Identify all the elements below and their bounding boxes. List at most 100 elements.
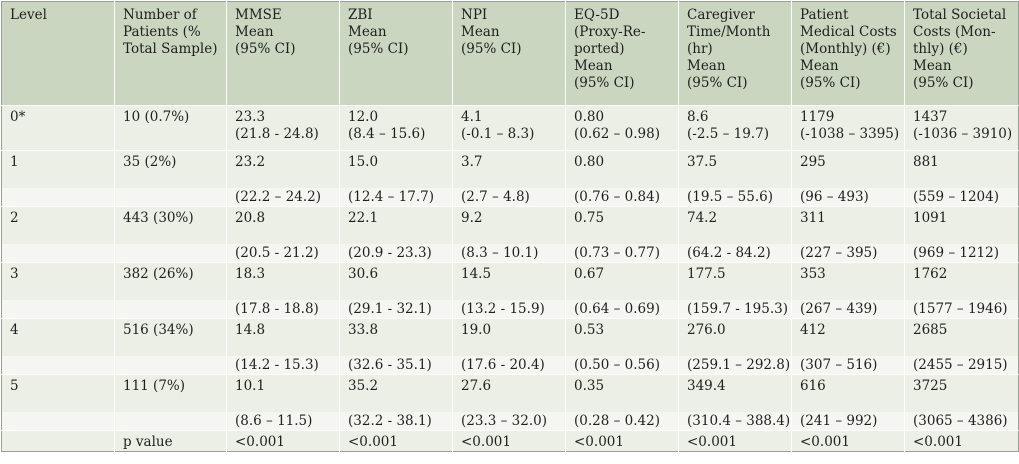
- results-table: Level Number of Patients (% Total Sample) …: [1, 1, 1019, 452]
- medical-ci-cell: (241 – 992): [791, 411, 905, 431]
- societal-p-value: <0.001: [904, 430, 1019, 452]
- npi-p-value: <0.001: [452, 430, 566, 452]
- mmse-mean-cell: 23.2: [226, 150, 340, 188]
- level-cell: 2: [1, 206, 115, 244]
- zbi-ci-cell: (29.1 - 32.1): [339, 299, 453, 319]
- caregiver-mean-cell: 177.5: [678, 262, 792, 300]
- medical-mean-cell: 616: [791, 374, 905, 412]
- caregiver-ci-cell: (259.1 – 292.8): [678, 355, 792, 375]
- medical-mean-cell: 311: [791, 206, 905, 244]
- societal-ci-cell: (2455 – 2915): [913, 356, 1008, 373]
- societal-ci-cell: (559 – 1204): [913, 188, 999, 205]
- header-patients: Number of Patients (% Total Sample): [114, 1, 227, 106]
- eq5d-cell: 0.80 (0.62 – 0.98): [565, 105, 679, 151]
- eq5d-ci-cell: (0.28 – 0.42): [565, 411, 679, 431]
- zbi-mean-cell: 35.2: [339, 374, 453, 412]
- zbi-mean-cell: 33.8: [339, 318, 453, 356]
- zbi-mean-cell: 30.6: [339, 262, 453, 300]
- societal-ci-cell: (3065 – 4386): [913, 412, 1008, 429]
- table-row-level-4: 4 516 (34%) 14.8 33.8 19.0 0.53 276.0 41…: [1, 318, 1019, 356]
- npi-ci-cell: (13.2 - 15.9): [452, 299, 566, 319]
- eq5d-mean-cell: 0.53: [565, 318, 679, 356]
- zbi-p-value: <0.001: [339, 430, 453, 452]
- medical-mean-cell: 412: [791, 318, 905, 356]
- level-cell: 3: [1, 262, 115, 300]
- zbi-cell: 12.0 (8.4 – 15.6): [339, 105, 453, 151]
- level-cell: 4: [1, 318, 115, 356]
- table-row-level-1-ci: (22.2 – 24.2) (12.4 – 17.7) (2.7 – 4.8) …: [1, 187, 1019, 207]
- mmse-ci-cell: (17.8 - 18.8): [226, 299, 340, 319]
- mmse-mean-cell: 18.3: [226, 262, 340, 300]
- societal-ci-cell: (969 – 1212): [913, 244, 999, 261]
- header-medical-costs: Patient Medical Costs (Monthly) (€) Mean (95…: [791, 1, 905, 106]
- medical-ci-cell: (267 – 439): [791, 299, 905, 319]
- caregiver-mean-cell: 37.5: [678, 150, 792, 188]
- caregiver-ci-cell: (310.4 – 388.4): [678, 411, 792, 431]
- patients-cell: 382 (26%): [114, 262, 227, 300]
- npi-mean-cell: 9.2: [452, 206, 566, 244]
- zbi-ci-cell: (32.6 - 35.1): [339, 355, 453, 375]
- mmse-ci-cell: (22.2 – 24.2): [226, 187, 340, 207]
- societal-cell: 1437 (-1036 – 3910): [904, 105, 1019, 151]
- medical-ci-cell: (96 – 493): [791, 187, 905, 207]
- eq5d-p-value: <0.001: [565, 430, 679, 452]
- level-cell: 1: [1, 150, 115, 188]
- patients-cell: 111 (7%): [114, 374, 227, 412]
- eq5d-ci-cell: (0.76 – 0.84): [565, 187, 679, 207]
- npi-mean-cell: 14.5: [452, 262, 566, 300]
- p-value-label: p value: [114, 430, 227, 452]
- npi-cell: 4.1 (-0.1 – 8.3): [452, 105, 566, 151]
- eq5d-ci-cell: (0.64 – 0.69): [565, 299, 679, 319]
- eq5d-mean-cell: 0.67: [565, 262, 679, 300]
- eq5d-mean-cell: 0.75: [565, 206, 679, 244]
- npi-ci-cell: (17.6 - 20.4): [452, 355, 566, 375]
- header-row: Level Number of Patients (% Total Sample) …: [1, 1, 1019, 106]
- medical-ci-cell: (227 – 395): [791, 243, 905, 263]
- table-row-level-3: 3 382 (26%) 18.3 30.6 14.5 0.67 177.5 35…: [1, 262, 1019, 300]
- header-level: Level: [1, 1, 115, 106]
- header-npi: NPI Mean (95% CI): [452, 1, 566, 106]
- patients-cell: 35 (2%): [114, 150, 227, 188]
- zbi-mean-cell: 22.1: [339, 206, 453, 244]
- table-row-level-1: 1 35 (2%) 23.2 15.0 3.7 0.80 37.5 295 88…: [1, 150, 1019, 188]
- caregiver-p-value: <0.001: [678, 430, 792, 452]
- zbi-ci-cell: (12.4 – 17.7): [339, 187, 453, 207]
- level-cell: 0*: [1, 105, 115, 151]
- zbi-mean-cell: 15.0: [339, 150, 453, 188]
- npi-mean-cell: 19.0: [452, 318, 566, 356]
- npi-mean-cell: 27.6: [452, 374, 566, 412]
- patients-cell: 443 (30%): [114, 206, 227, 244]
- medical-p-value: <0.001: [791, 430, 905, 452]
- npi-mean-cell: 3.7: [452, 150, 566, 188]
- header-eq5d: EQ-5D (Proxy-Re-ported) Mean (95% CI): [565, 1, 679, 106]
- level-cell: 5: [1, 374, 115, 412]
- mmse-cell: 23.3 (21.8 - 24.8): [226, 105, 340, 151]
- table-row-level-2-ci: (20.5 - 21.2) (20.9 - 23.3) (8.3 – 10.1)…: [1, 243, 1019, 263]
- patients-cell: 516 (34%): [114, 318, 227, 356]
- mmse-mean-cell: 10.1: [226, 374, 340, 412]
- table-row-p-value: p value <0.001 <0.001 <0.001 <0.001 <0.0…: [1, 430, 1019, 452]
- caregiver-ci-cell: (159.7 - 195.3): [678, 299, 792, 319]
- societal-mean-cell: 1762: [904, 262, 1019, 300]
- eq5d-mean-cell: 0.35: [565, 374, 679, 412]
- mmse-ci-cell: (14.2 - 15.3): [226, 355, 340, 375]
- mmse-mean-cell: 14.8: [226, 318, 340, 356]
- mmse-p-value: <0.001: [226, 430, 340, 452]
- header-societal-costs: Total Societal Costs (Mon-thly) (€) Mean (9…: [904, 1, 1019, 106]
- patients-cell: 10 (0.7%): [114, 105, 227, 151]
- mmse-mean-cell: 20.8: [226, 206, 340, 244]
- table-row-level-4-ci: (14.2 - 15.3) (32.6 - 35.1) (17.6 - 20.4…: [1, 355, 1019, 375]
- table-row-level-5-ci: (8.6 – 11.5) (32.2 - 38.1) (23.3 – 32.0)…: [1, 411, 1019, 431]
- societal-mean-cell: 881: [904, 150, 1019, 188]
- header-caregiver-time: Caregiver Time/Month (hr) Mean (95% CI): [678, 1, 792, 106]
- eq5d-ci-cell: (0.73 – 0.77): [565, 243, 679, 263]
- eq5d-ci-cell: (0.50 – 0.56): [565, 355, 679, 375]
- medical-ci-cell: (307 – 516): [791, 355, 905, 375]
- medical-mean-cell: 295: [791, 150, 905, 188]
- zbi-ci-cell: (20.9 - 23.3): [339, 243, 453, 263]
- table-row-level-3-ci: (17.8 - 18.8) (29.1 - 32.1) (13.2 - 15.9…: [1, 299, 1019, 319]
- societal-mean-cell: 1091: [904, 206, 1019, 244]
- zbi-ci-cell: (32.2 - 38.1): [339, 411, 453, 431]
- mmse-ci-cell: (20.5 - 21.2): [226, 243, 340, 263]
- caregiver-cell: 8.6 (-2.5 – 19.7): [678, 105, 792, 151]
